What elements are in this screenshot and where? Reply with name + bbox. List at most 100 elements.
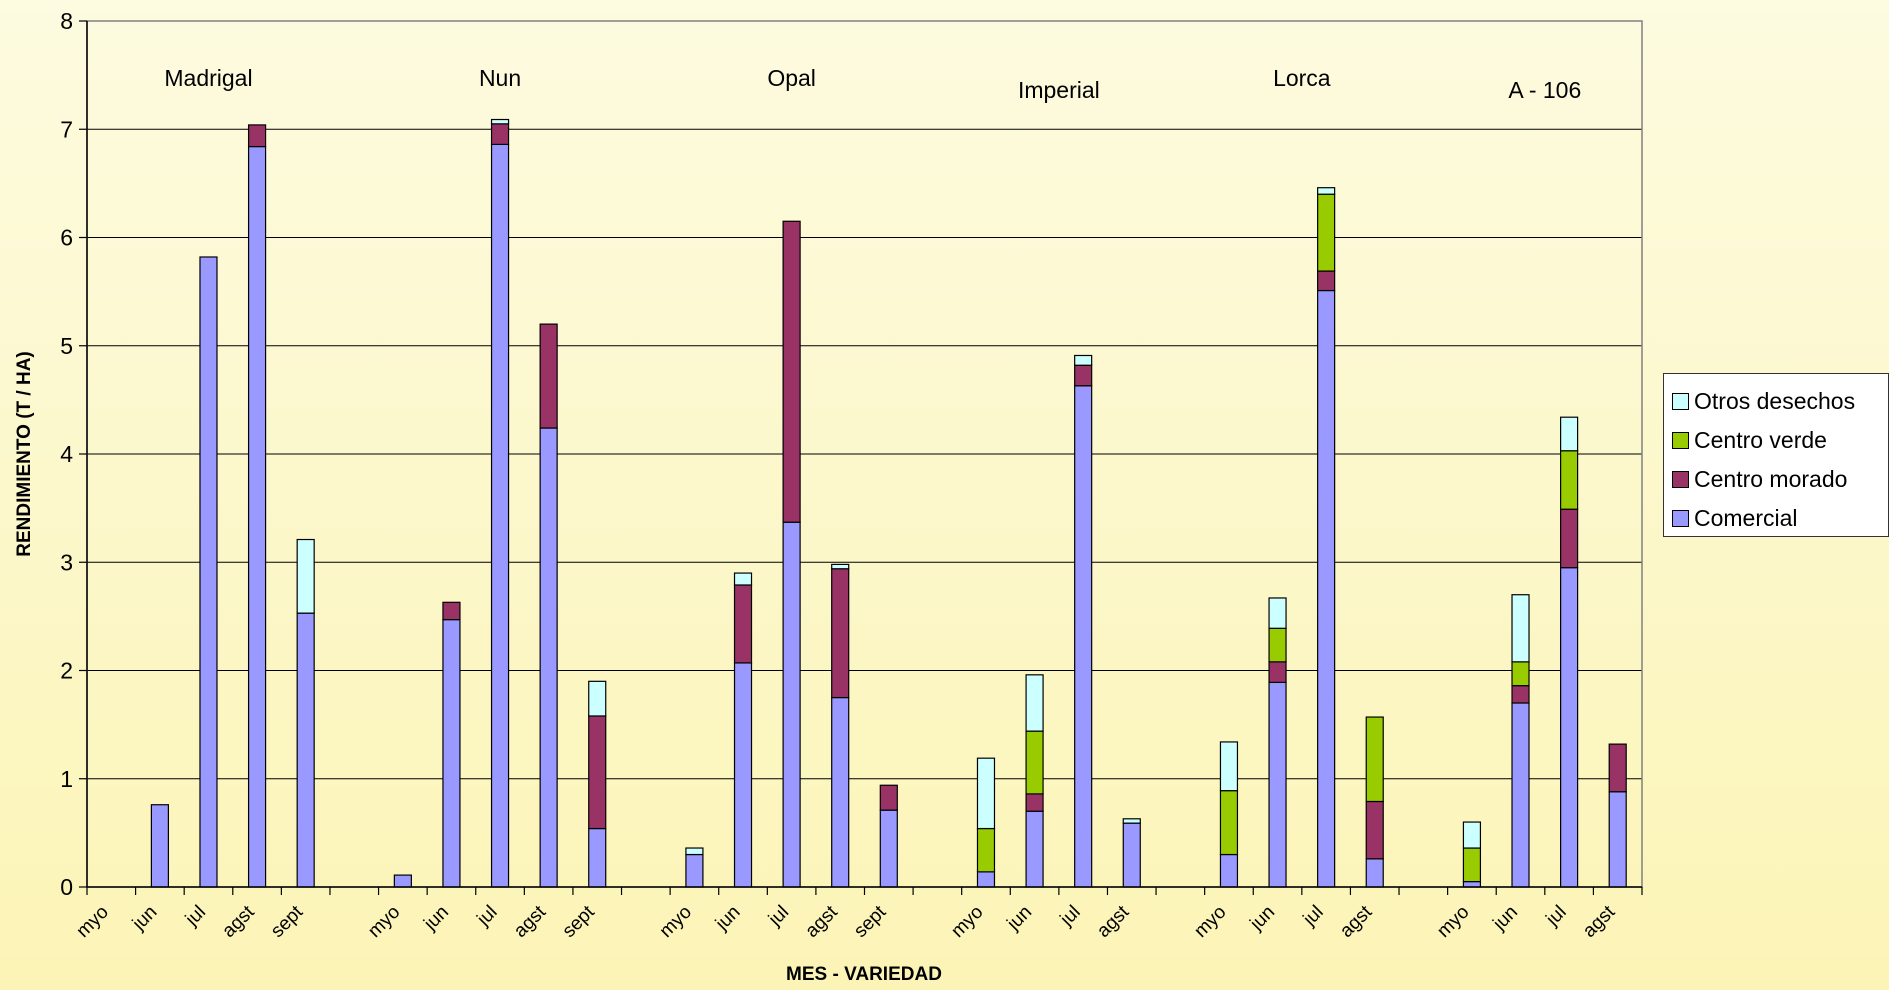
bar-comercial: [150, 804, 169, 888]
bar-comercial: [1560, 567, 1579, 888]
y-tick-label: 4: [60, 441, 73, 467]
bar-centro-verde: [1219, 790, 1239, 856]
x-tick-label: agst: [1093, 901, 1134, 942]
legend-item: Centro verde: [1672, 421, 1888, 460]
legend-label: Centro morado: [1694, 466, 1848, 492]
bar-comercial: [247, 145, 267, 888]
bar-centro-morado: [1511, 685, 1530, 704]
legend-swatch: [1672, 471, 1689, 488]
x-tick-label: agst: [1579, 901, 1620, 942]
bar-centro-morado: [588, 715, 607, 830]
x-tick-label: jul: [181, 902, 210, 931]
x-tick-label: sept: [267, 901, 308, 942]
y-tick-label: 7: [60, 116, 73, 142]
bar-otros-desechos: [976, 757, 996, 830]
bar-comercial: [588, 827, 607, 888]
variety-label: A - 106: [1508, 77, 1581, 103]
x-tick-label: myo: [947, 902, 987, 942]
x-tick-label: sept: [559, 901, 600, 942]
bar-comercial: [393, 874, 412, 888]
bar-comercial: [442, 619, 461, 888]
variety-label: Nun: [479, 65, 521, 91]
bar-comercial: [1025, 810, 1044, 888]
bar-comercial: [831, 696, 850, 888]
y-tick-label: 2: [60, 658, 73, 684]
bar-comercial: [685, 853, 704, 888]
x-tick-label: agst: [218, 901, 259, 942]
bar-comercial: [199, 256, 218, 888]
x-tick-label: myo: [1433, 902, 1473, 942]
bar-centro-morado: [733, 584, 753, 664]
bar-otros-desechos: [1560, 416, 1579, 452]
x-tick-label: jul: [473, 902, 502, 931]
y-tick-label: 8: [60, 8, 73, 34]
bar-comercial: [1074, 385, 1093, 888]
x-tick-label: myo: [656, 902, 696, 942]
bar-comercial: [1219, 853, 1239, 888]
bar-comercial: [733, 662, 753, 888]
x-tick-label: jul: [1542, 902, 1571, 931]
bar-centro-morado: [1365, 800, 1384, 860]
x-tick-label: myo: [364, 902, 404, 942]
bar-comercial: [1122, 822, 1141, 888]
legend-item: Otros desechos: [1672, 382, 1888, 421]
bar-centro-morado: [1608, 743, 1627, 793]
x-tick-label: jun: [711, 902, 744, 935]
bar-centro-morado: [1268, 661, 1287, 684]
legend-label: Comercial: [1694, 505, 1798, 531]
bar-comercial: [490, 143, 510, 888]
legend-label: Otros desechos: [1694, 388, 1856, 414]
x-tick-label: jun: [420, 902, 453, 935]
bar-comercial: [1317, 289, 1336, 888]
legend-swatch: [1672, 510, 1689, 527]
x-tick-label: agst: [801, 901, 842, 942]
bar-comercial: [1462, 880, 1482, 888]
bar-otros-desechos: [1317, 187, 1336, 195]
bar-otros-desechos: [1025, 674, 1044, 732]
bar-centro-verde: [1365, 716, 1384, 803]
x-tick-label: jun: [1246, 902, 1279, 935]
bar-comercial: [1511, 702, 1530, 888]
bar-comercial: [1268, 681, 1287, 888]
bar-comercial: [879, 809, 898, 888]
legend-label: Centro verde: [1694, 427, 1827, 453]
x-tick-label: jul: [1056, 902, 1085, 931]
variety-label: Opal: [767, 65, 816, 91]
bar-otros-desechos: [733, 572, 753, 586]
bar-series: [150, 118, 1627, 888]
bar-comercial: [539, 427, 558, 888]
bar-otros-desechos: [1074, 354, 1093, 366]
gridlines: [87, 128, 1642, 780]
x-tick-label: agst: [1336, 901, 1377, 942]
bar-otros-desechos: [1268, 597, 1287, 629]
x-tick-label: sept: [850, 901, 891, 942]
legend: Otros desechos Centro verde Centro morado C…: [1663, 373, 1889, 537]
x-tick-label: myo: [1190, 902, 1230, 942]
variety-label: Lorca: [1273, 65, 1331, 91]
bar-comercial: [976, 871, 996, 888]
x-tick-label: agst: [510, 901, 551, 942]
bar-otros-desechos: [1219, 741, 1239, 792]
bar-otros-desechos: [588, 680, 607, 717]
x-tick-label: myo: [73, 902, 113, 942]
bar-centro-verde: [1025, 730, 1044, 795]
x-tick-label: jun: [128, 902, 161, 935]
y-tick-label: 6: [60, 225, 73, 251]
y-axis-title: RENDIMIENTO (T / HA): [14, 351, 35, 556]
x-axis-title: MES - VARIEDAD: [786, 964, 942, 985]
bar-comercial: [782, 521, 801, 888]
variety-labels: Madrigal Nun Opal Imperial Lorca A - 106: [164, 65, 1581, 103]
x-tick-label: jul: [764, 902, 793, 931]
bar-otros-desechos: [296, 538, 315, 614]
bar-centro-verde: [1560, 450, 1579, 510]
bar-centro-morado: [1560, 508, 1579, 569]
legend-swatch: [1672, 393, 1689, 410]
bar-centro-verde: [1511, 661, 1530, 687]
x-tick-label: jul: [1299, 902, 1328, 931]
bar-centro-morado: [1317, 270, 1336, 292]
bar-otros-desechos: [831, 563, 850, 570]
y-tick-label: 5: [60, 333, 73, 359]
y-tick-label: 0: [60, 874, 73, 900]
bar-otros-desechos: [490, 118, 510, 125]
y-tick-label: 3: [60, 549, 73, 575]
